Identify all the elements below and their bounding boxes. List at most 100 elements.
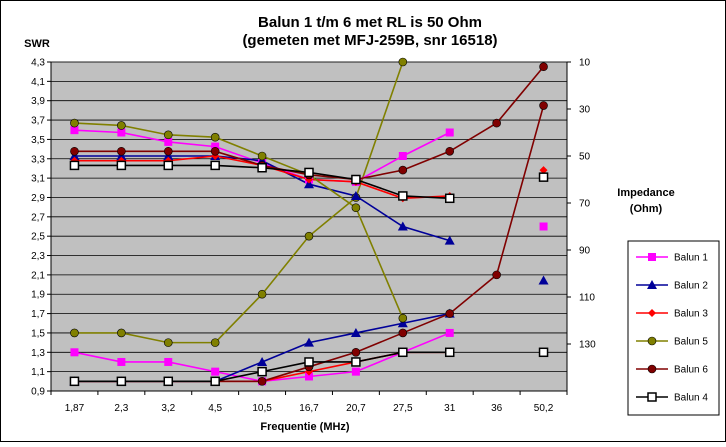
y2-axis-title-line2: (Ohm) (630, 203, 663, 215)
balun-6-impedance-point (210, 147, 220, 156)
legend-label: Balun 2 (674, 281, 708, 292)
y-axis-title: SWR (24, 38, 50, 50)
balun-1-swr-point (164, 357, 173, 366)
balun-6-swr-point (351, 347, 361, 357)
y-tick-label: 2,5 (31, 232, 45, 243)
y-tick-label: 1,1 (31, 367, 45, 378)
balun-6-impedance-point (492, 118, 501, 128)
x-tick-label: 36 (491, 403, 503, 414)
balun-4-impedance-point (163, 160, 174, 171)
y2-tick-label: 30 (579, 105, 591, 116)
balun-6-impedance-point (70, 147, 79, 156)
y-tick-label: 3,5 (31, 135, 45, 146)
balun-2-swr-point (257, 356, 268, 366)
balun-2-swr-point (397, 318, 408, 328)
balun-2-impedance-point (397, 221, 408, 231)
x-tick-label: 27,5 (393, 403, 413, 414)
balun-1-impedance-point (117, 128, 126, 137)
balun-2-impedance-point (350, 190, 361, 200)
balun-4-impedance-point (398, 191, 408, 201)
balun-6-impedance-point (398, 165, 408, 175)
legend-box (627, 240, 720, 416)
balun-4-impedance-point (351, 174, 361, 185)
balun-4-swr-point (257, 366, 267, 377)
balun-1-impedance-point (539, 222, 548, 231)
balun-4-swr-point (444, 347, 455, 358)
balun-3-impedance-point (539, 166, 548, 175)
legend-marker (648, 309, 656, 317)
y-tick-label: 1,7 (31, 309, 45, 320)
x-tick-label: 4,5 (208, 403, 222, 414)
balun-4-impedance-point (444, 193, 455, 204)
legend-marker (647, 392, 657, 402)
chart-subtitle: (gemeten met MFJ-259B, snr 16518) (242, 32, 497, 49)
balun-1-impedance-point (398, 152, 407, 160)
balun-5-impedance-point (70, 118, 79, 128)
balun-4-swr-point (163, 376, 174, 387)
x-tick-label: 2,3 (114, 403, 128, 414)
x-tick-label: 50,2 (534, 403, 554, 414)
y-tick-label: 4,3 (31, 58, 45, 69)
balun-6-swr-point (539, 101, 548, 110)
balun-4-swr-point (116, 376, 127, 387)
x-tick-label: 16,7 (299, 403, 319, 414)
balun-5-impedance-point (351, 203, 361, 212)
balun-1-impedance-point (445, 128, 454, 137)
balun-1-swr-point (70, 348, 79, 357)
y2-tick-label: 90 (579, 246, 591, 257)
y-tick-label: 0,9 (31, 387, 45, 398)
balun-6-impedance-point (539, 62, 548, 71)
balun-5-swr-point (163, 338, 173, 347)
balun-4-swr-point (538, 347, 549, 358)
y-tick-label: 2,3 (31, 251, 45, 262)
legend-label: Balun 4 (674, 393, 708, 404)
legend-marker (647, 364, 657, 374)
balun-5-swr-point (304, 231, 314, 241)
balun-5-impedance-point (398, 313, 408, 323)
legend-label: Balun 3 (674, 309, 708, 320)
x-tick-label: 31 (444, 403, 456, 414)
y-tick-label: 1,3 (31, 348, 45, 359)
axes: 0,9 1,1 1,3 1,5 1,7 1,9 2,1 2,3 2,5 2,7 2,9 3,1 3,3 3… (31, 58, 596, 415)
y2-tick-label: 50 (579, 152, 591, 163)
balun-5-swr-line (74, 61, 404, 344)
balun-6-swr-point (257, 377, 267, 386)
y-tick-label: 2,9 (31, 193, 45, 204)
balun-5-swr-point (210, 338, 220, 347)
y-tick-label: 4,1 (31, 77, 45, 88)
balun-6-swr-point (492, 270, 501, 280)
balun-5-swr-point (70, 328, 79, 338)
chart-title: Balun 1 t/m 6 met RL is 50 Ohm (258, 14, 482, 31)
legend-marker (647, 336, 657, 346)
balun-1-impedance-point (211, 142, 220, 151)
balun-5-impedance-point (257, 151, 267, 161)
balun-2-impedance-point (538, 275, 549, 285)
x-tick-label: 3,2 (161, 403, 175, 414)
balun-2-impedance-point (444, 235, 455, 245)
balun-4-swr-point (210, 376, 220, 387)
balun-1-swr-point (117, 357, 126, 366)
legend-label: Balun 6 (674, 365, 708, 376)
balun-1-swr-point (445, 328, 454, 337)
x-tick-label: 10,5 (252, 403, 272, 414)
balun-6-swr-point (398, 328, 408, 338)
x-tick-label: 1,87 (65, 403, 85, 414)
y2-tick-label: 70 (579, 199, 591, 210)
y2-tick-label: 10 (579, 58, 591, 69)
balun-6-impedance-point (163, 147, 173, 156)
y-tick-label: 1,9 (31, 290, 45, 301)
x-axis-title: Frequentie (MHz) (260, 421, 350, 433)
x-tick-label: 20,7 (346, 403, 366, 414)
balun-5-swr-point (257, 289, 267, 299)
balun-5-impedance-point (163, 130, 173, 140)
balun-4-swr-point (69, 376, 80, 387)
y-tick-label: 3,1 (31, 174, 45, 185)
balun-1-impedance-point (70, 126, 79, 135)
balun-5-swr-point (117, 328, 126, 338)
balun-1-swr-point (211, 367, 220, 376)
legend-label: Balun 5 (674, 337, 708, 348)
balun-5-impedance-point (210, 132, 220, 142)
balun-4-swr-point (398, 347, 408, 358)
